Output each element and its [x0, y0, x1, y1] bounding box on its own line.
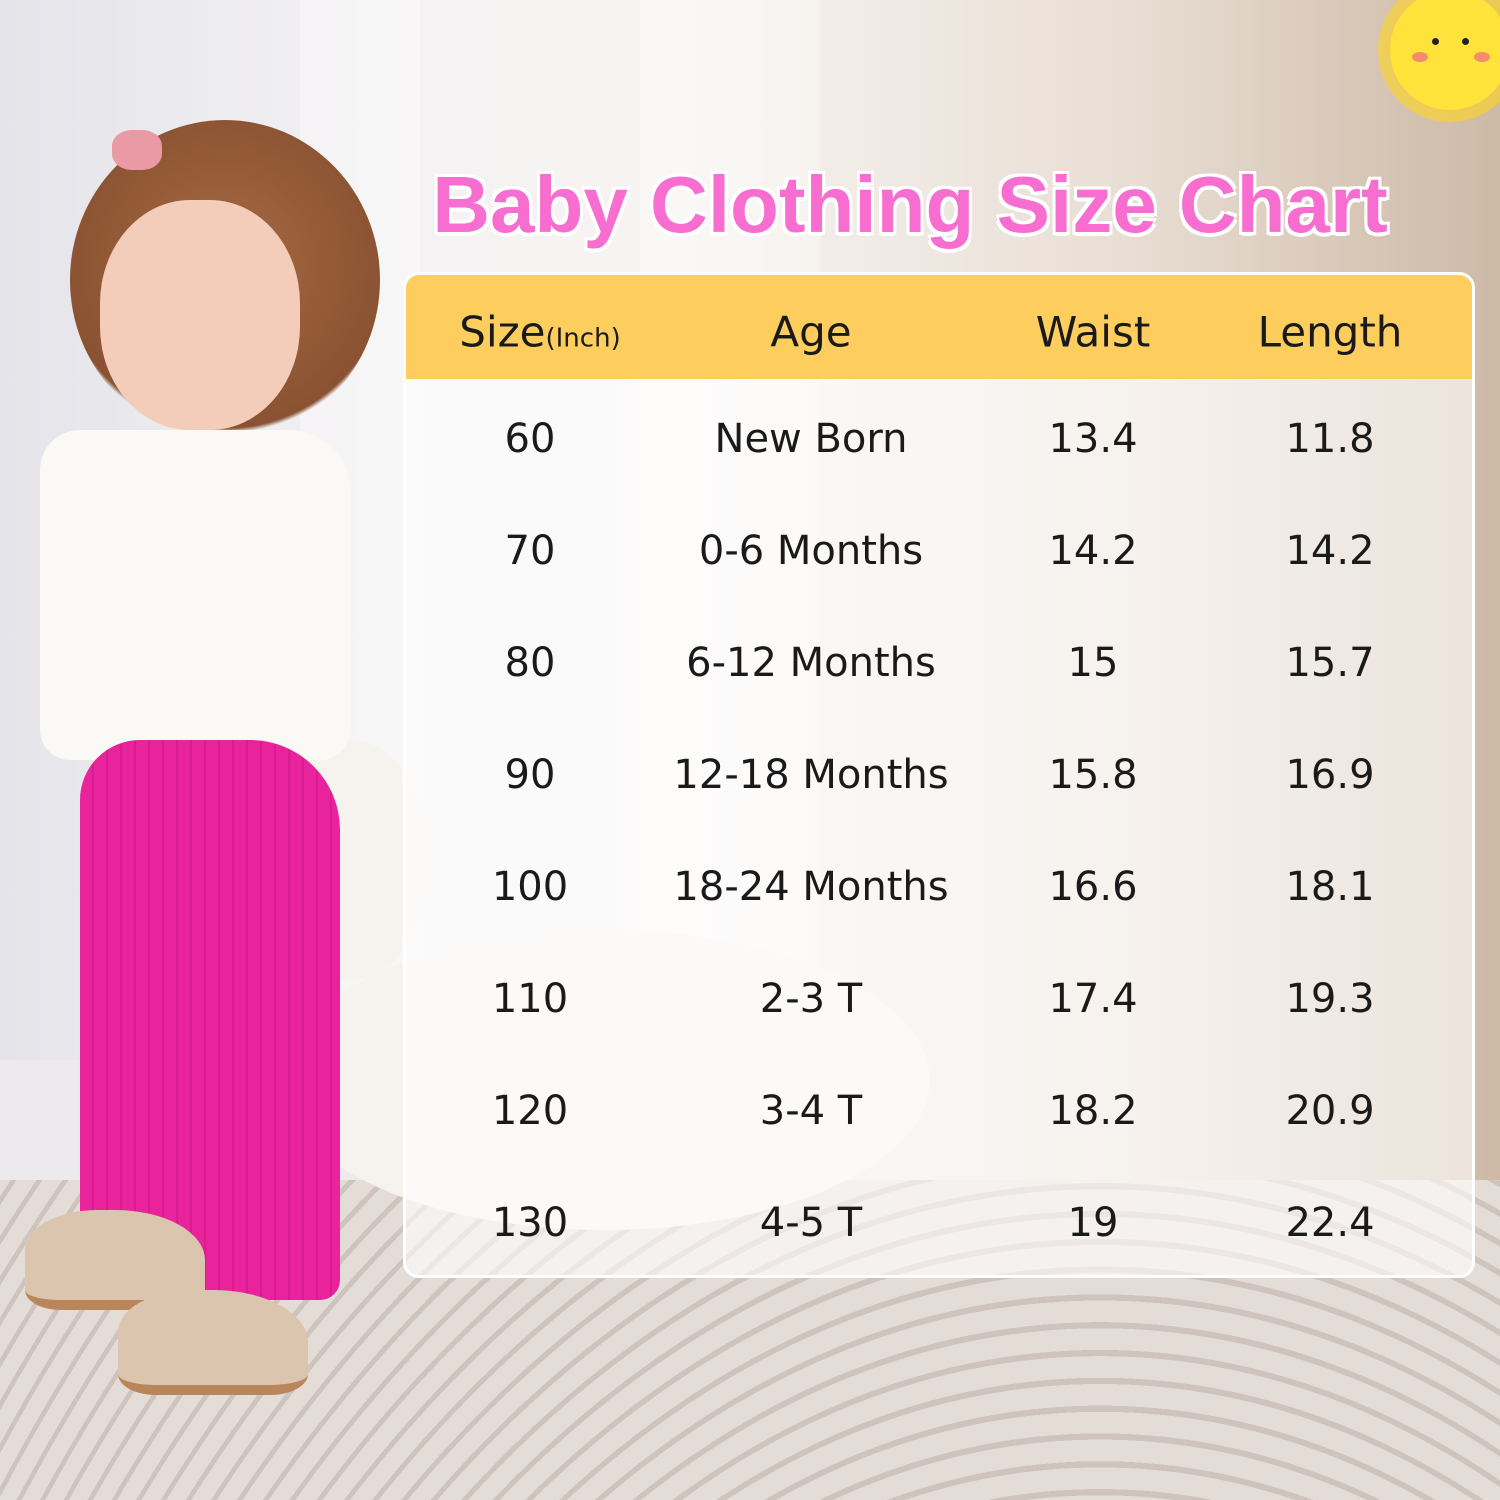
hair-bow: [112, 130, 162, 170]
header-label: Waist: [1035, 307, 1151, 357]
cell-size: 80: [504, 640, 556, 686]
cell-waist: 19: [1067, 1200, 1119, 1246]
white-top: [40, 430, 350, 760]
header-age: Age: [770, 308, 851, 357]
shoe: [118, 1290, 308, 1395]
page-title: Baby Clothing Size Chart: [432, 160, 1388, 249]
header-label: Age: [770, 307, 852, 357]
cell-length: 15.7: [1285, 640, 1375, 686]
cell-age: New Born: [714, 416, 908, 462]
cell-waist: 13.4: [1048, 416, 1138, 462]
cell-length: 16.9: [1285, 752, 1375, 798]
header-label: Length: [1257, 307, 1403, 357]
pink-leggings: [80, 740, 340, 1300]
cell-length: 22.4: [1285, 1200, 1375, 1246]
cell-size: 100: [491, 864, 569, 910]
header-waist: Waist: [1036, 308, 1151, 357]
cell-length: 18.1: [1285, 864, 1375, 910]
cell-waist: 17.4: [1048, 976, 1138, 1022]
cell-length: 14.2: [1285, 528, 1375, 574]
child-face: [100, 200, 300, 430]
cell-waist: 14.2: [1048, 528, 1138, 574]
cell-length: 19.3: [1285, 976, 1375, 1022]
cell-age: 12-18 Months: [673, 752, 949, 798]
cell-size: 90: [504, 752, 556, 798]
cell-waist: 15: [1067, 640, 1119, 686]
cell-size: 70: [504, 528, 556, 574]
header-label: Size: [459, 307, 546, 357]
cell-size: 60: [504, 416, 556, 462]
cell-size: 130: [491, 1200, 569, 1246]
cell-size: 120: [491, 1088, 569, 1134]
cell-length: 11.8: [1285, 416, 1375, 462]
size-chart-table: Size(Inch) Age Waist Length 60 New Born 13.4 11…: [403, 272, 1475, 1278]
cell-age: 6-12 Months: [686, 640, 936, 686]
cell-waist: 18.2: [1048, 1088, 1138, 1134]
header-length: Length: [1258, 308, 1403, 357]
cell-size: 110: [491, 976, 569, 1022]
cell-age: 3-4 T: [759, 1088, 863, 1134]
cell-waist: 15.8: [1048, 752, 1138, 798]
cell-age: 2-3 T: [759, 976, 863, 1022]
cell-age: 4-5 T: [759, 1200, 863, 1246]
sun-icon: [1390, 0, 1500, 110]
header-size: Size(Inch): [459, 308, 620, 357]
cell-age: 0-6 Months: [698, 528, 924, 574]
header-unit: (Inch): [545, 323, 621, 354]
cell-waist: 16.6: [1048, 864, 1138, 910]
cell-length: 20.9: [1285, 1088, 1375, 1134]
cell-age: 18-24 Months: [673, 864, 949, 910]
table-header: [406, 275, 1472, 379]
